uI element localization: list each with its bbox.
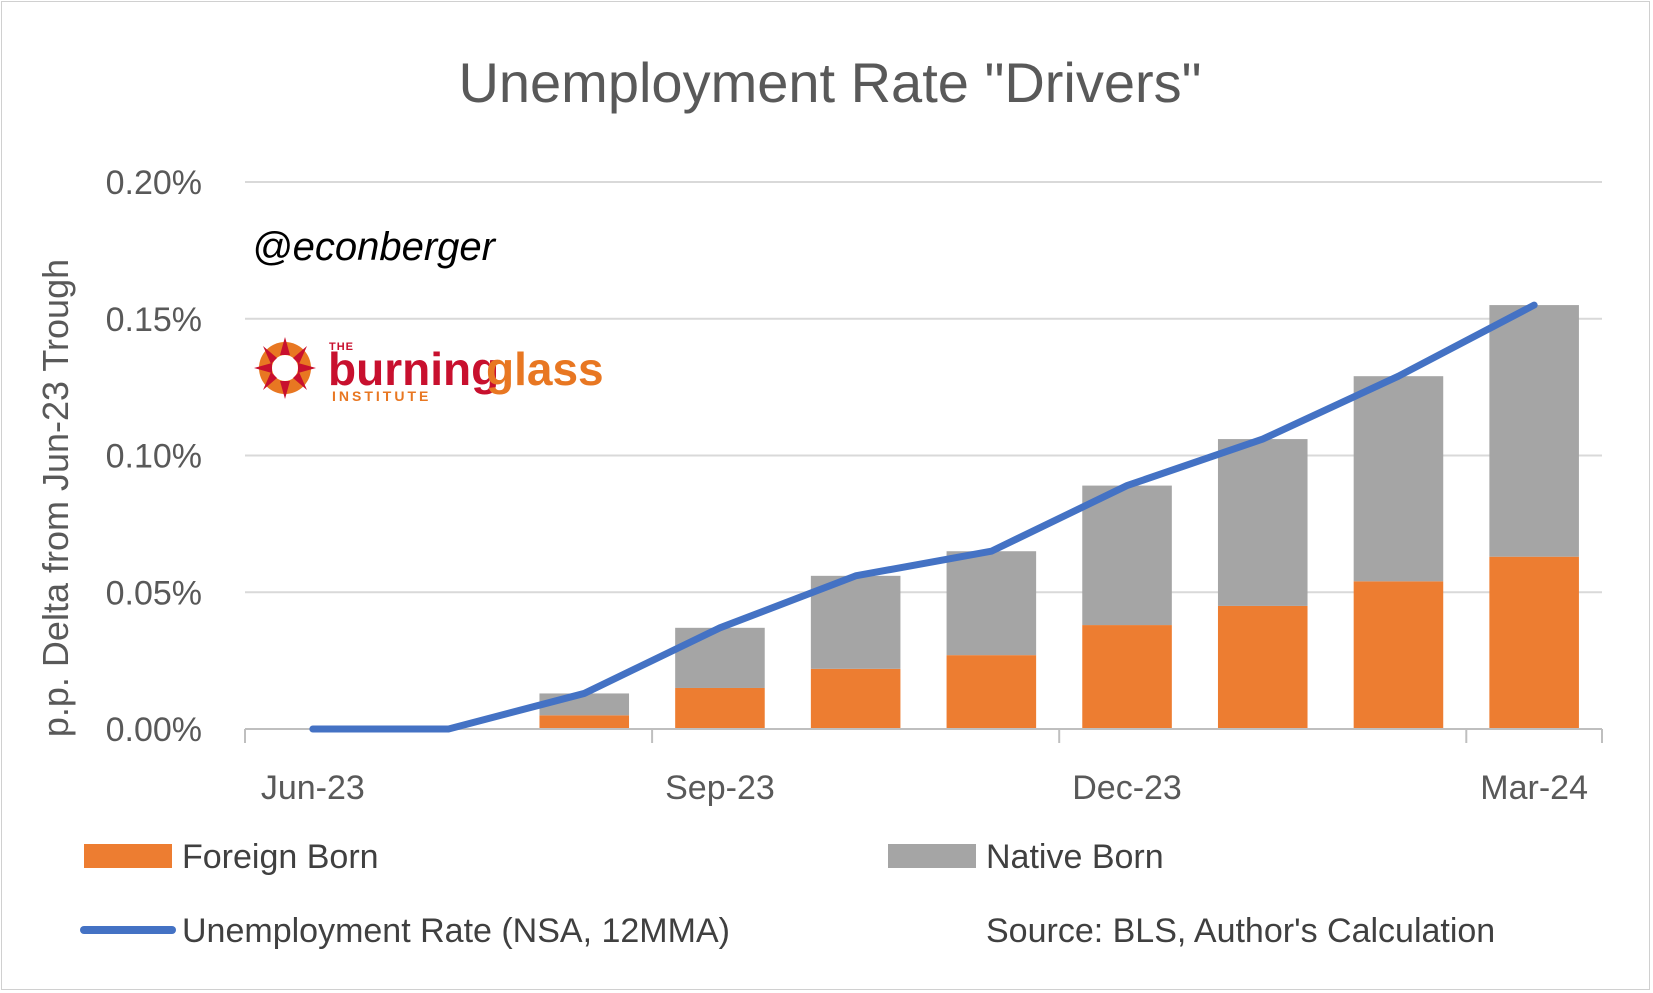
logo-institute: INSTITUTE [332, 388, 431, 404]
y-tick-label: 0.05% [106, 574, 202, 612]
legend-foreign-born-swatch [84, 844, 172, 868]
unemployment-rate-line [309, 301, 1538, 733]
bar-foreign-born [1217, 605, 1308, 729]
y-axis-title: p.p. Delta from Jun-23 Trough [35, 259, 76, 737]
bar-foreign-born [539, 715, 630, 729]
bar-native-born [675, 627, 765, 688]
logo-burning: burning [328, 343, 499, 395]
unemployment-line-group [309, 301, 1538, 733]
logo-glass: glass [486, 343, 604, 395]
y-tick-label: 0.10% [106, 438, 202, 476]
y-tick-labels: 0.00% 0.05% 0.10% 0.15% 0.20% [106, 164, 202, 749]
bar-foreign-born [946, 655, 1037, 729]
bar-native-born [1217, 439, 1308, 606]
x-axis: Jun-23 Sep-23 Dec-23 Mar-24 [244, 728, 1603, 807]
legend-native-born-swatch [888, 844, 976, 868]
bar-foreign-born [675, 687, 765, 729]
legend-unemployment-rate: Unemployment Rate (NSA, 12MMA) [182, 912, 730, 950]
bar-native-born [1489, 305, 1579, 557]
bar-foreign-born [1082, 625, 1172, 729]
bar-native-born [810, 575, 901, 669]
x-tick-label: Dec-23 [1072, 769, 1182, 807]
bar-foreign-born [1489, 556, 1579, 729]
chart-title: Unemployment Rate "Drivers" [458, 51, 1201, 114]
bars [539, 305, 1579, 729]
y-tick-label: 0.20% [106, 164, 202, 202]
bar-native-born [946, 551, 1037, 656]
legend-foreign-born: Foreign Born [182, 838, 379, 876]
logo-the: THE [329, 341, 354, 353]
burning-glass-logo: THE burning glass INSTITUTE [254, 337, 604, 404]
legend-native-born: Native Born [986, 838, 1164, 876]
bar-native-born [1353, 376, 1444, 582]
legend: Foreign Born Native Born Unemployment Ra… [80, 838, 1495, 950]
x-tick-label: Sep-23 [665, 769, 775, 807]
y-tick-label: 0.15% [106, 301, 202, 339]
bar-foreign-born [1353, 581, 1444, 729]
source-note: Source: BLS, Author's Calculation [986, 912, 1495, 950]
x-tick-label: Jun-23 [261, 769, 365, 807]
bar-foreign-born [810, 668, 901, 729]
x-tick-label: Mar-24 [1480, 769, 1588, 807]
author-watermark: @econberger [252, 225, 497, 269]
sun-logo-icon [254, 337, 316, 399]
bar-native-born [1082, 485, 1172, 626]
y-tick-label: 0.00% [106, 711, 202, 749]
